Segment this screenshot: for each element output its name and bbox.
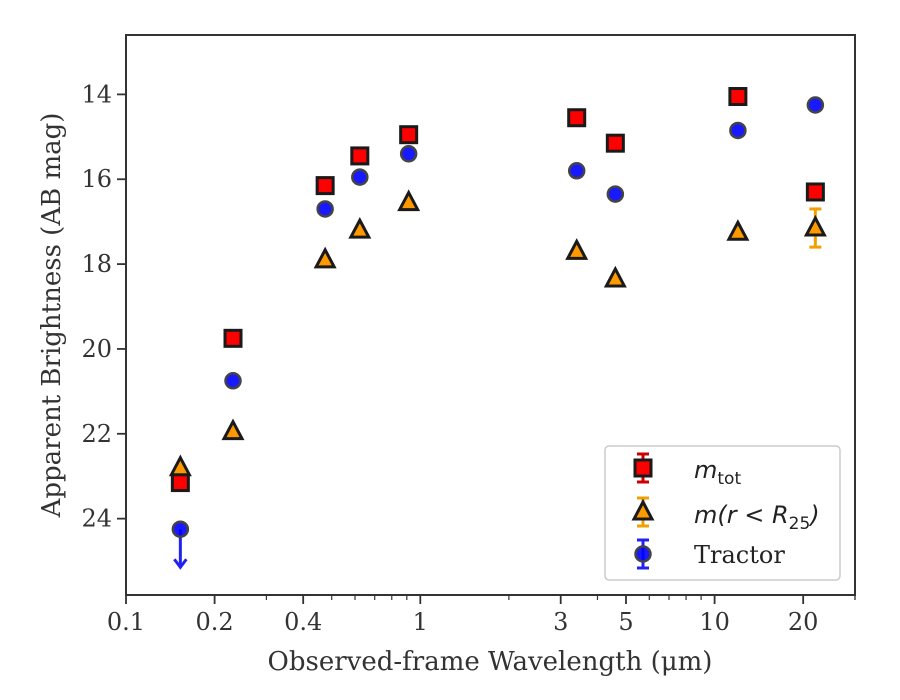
legend-label-tractor: Tractor bbox=[694, 541, 785, 569]
x-ticks: 0.1 0.2 0.4 1 3 5 10 20 bbox=[107, 595, 856, 636]
x-tick-label: 0.2 bbox=[196, 608, 234, 636]
y-tick-label: 24 bbox=[81, 505, 112, 533]
y-tick-label: 16 bbox=[81, 165, 112, 193]
data-point bbox=[316, 200, 334, 218]
y-tick-label: 14 bbox=[81, 80, 112, 108]
y-ticks: 14 16 18 20 22 24 bbox=[81, 80, 126, 533]
data-point bbox=[567, 162, 586, 180]
data-point bbox=[221, 418, 245, 441]
series-1 bbox=[168, 189, 827, 477]
data-point bbox=[351, 168, 369, 186]
legend: mtot m(r < R25) Tractor bbox=[604, 445, 841, 581]
series-0 bbox=[170, 87, 825, 493]
y-tick-label: 22 bbox=[81, 420, 112, 448]
upper-limit-arrowhead bbox=[173, 558, 188, 570]
x-tick-label: 3 bbox=[553, 608, 568, 636]
data-point bbox=[315, 176, 335, 196]
x-tick-label: 0.4 bbox=[284, 608, 322, 636]
legend-marker bbox=[631, 498, 655, 521]
data-point bbox=[729, 121, 747, 140]
data-point bbox=[567, 108, 587, 128]
x-tick-label: 0.1 bbox=[107, 608, 145, 636]
data-point bbox=[168, 454, 192, 477]
data-point bbox=[399, 145, 418, 163]
x-tick-label: 5 bbox=[618, 608, 633, 636]
data-point bbox=[603, 265, 627, 288]
series-layer bbox=[168, 87, 827, 570]
legend-marker bbox=[633, 458, 653, 478]
y-tick-label: 20 bbox=[81, 335, 112, 363]
x-tick-label: 20 bbox=[788, 608, 819, 636]
data-point bbox=[606, 185, 625, 203]
x-tick-label: 1 bbox=[413, 608, 428, 636]
x-tick-label: 10 bbox=[699, 608, 730, 636]
data-point bbox=[728, 87, 748, 107]
data-point bbox=[399, 125, 419, 145]
data-point bbox=[350, 146, 370, 166]
data-point bbox=[348, 216, 372, 239]
series-2 bbox=[171, 96, 825, 570]
data-point bbox=[313, 246, 337, 269]
data-point bbox=[565, 238, 589, 260]
legend-label-mtot: mtot bbox=[694, 456, 741, 489]
data-point bbox=[397, 189, 421, 212]
x-axis-label: Observed-frame Wavelength (μm) bbox=[268, 647, 713, 677]
y-tick-label: 18 bbox=[81, 250, 112, 278]
data-point bbox=[726, 219, 750, 241]
data-point bbox=[171, 520, 190, 538]
data-point bbox=[224, 372, 242, 390]
legend-marker bbox=[634, 545, 652, 563]
data-point bbox=[605, 133, 625, 153]
legend-frame bbox=[604, 445, 841, 581]
data-point bbox=[805, 182, 825, 202]
data-point bbox=[170, 473, 190, 493]
data-point bbox=[803, 214, 827, 237]
y-axis-label: Apparent Brightness (AB mag) bbox=[37, 113, 67, 519]
legend-markers bbox=[631, 452, 655, 570]
data-point bbox=[806, 96, 825, 114]
data-point bbox=[223, 328, 243, 348]
